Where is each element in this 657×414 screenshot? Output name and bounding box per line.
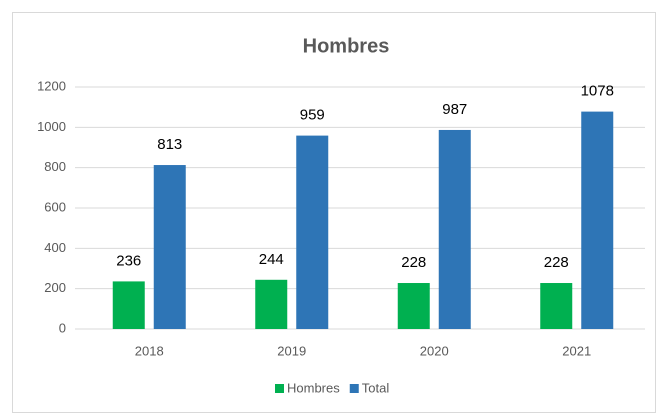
value-label: 228 [401, 254, 426, 271]
y-tick-label: 0 [59, 320, 66, 335]
y-tick-label: 200 [44, 280, 66, 295]
bar [581, 111, 614, 329]
x-tick-label: 2019 [277, 343, 306, 358]
x-tick-label: 2018 [135, 343, 164, 358]
value-label: 236 [116, 252, 141, 269]
legend-label: Hombres [287, 380, 340, 395]
bar [397, 283, 430, 329]
legend-swatch [349, 384, 359, 393]
value-label: 813 [157, 136, 182, 153]
bar [438, 129, 471, 329]
chart-border [12, 12, 656, 413]
bar [296, 135, 329, 329]
y-tick-label: 1000 [37, 119, 66, 134]
value-label: 244 [259, 251, 284, 268]
value-label: 228 [544, 254, 569, 271]
legend-swatch [275, 384, 284, 393]
y-tick-label: 600 [44, 199, 66, 214]
bar [255, 279, 288, 329]
bar [540, 283, 573, 329]
value-label: 987 [442, 101, 467, 118]
x-tick-label: 2021 [562, 343, 591, 358]
bar [112, 281, 145, 329]
chart-title: Hombres [303, 35, 390, 57]
y-tick-label: 1200 [37, 78, 66, 93]
x-tick-label: 2020 [420, 343, 449, 358]
y-tick-label: 400 [44, 240, 66, 255]
value-label: 1078 [581, 83, 614, 100]
legend-label: Total [362, 380, 390, 395]
y-tick-label: 800 [44, 159, 66, 174]
bar [153, 165, 186, 329]
value-label: 959 [300, 107, 325, 124]
